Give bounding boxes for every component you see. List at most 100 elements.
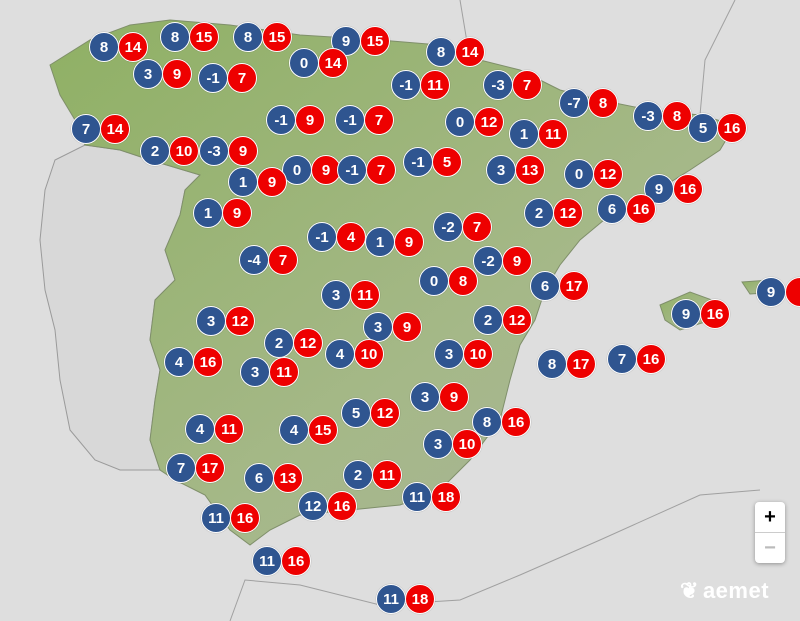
max-temp-marker[interactable]: 12 bbox=[553, 198, 583, 228]
max-temp-marker[interactable]: 16 bbox=[626, 194, 656, 224]
max-temp-marker[interactable]: 11 bbox=[214, 414, 244, 444]
max-temp-marker[interactable]: 16 bbox=[501, 407, 531, 437]
zoom-in-button[interactable]: + bbox=[755, 502, 785, 533]
max-temp-marker[interactable]: 16 bbox=[230, 503, 260, 533]
max-temp-marker[interactable]: 11 bbox=[420, 70, 450, 100]
min-temp-marker[interactable]: 7 bbox=[71, 114, 101, 144]
max-temp-marker[interactable]: 15 bbox=[262, 22, 292, 52]
min-temp-marker[interactable]: -1 bbox=[198, 63, 228, 93]
min-temp-marker[interactable]: 3 bbox=[196, 306, 226, 336]
min-temp-marker[interactable]: 3 bbox=[321, 280, 351, 310]
max-temp-marker[interactable]: 17 bbox=[559, 271, 589, 301]
min-temp-marker[interactable]: 3 bbox=[133, 59, 163, 89]
min-temp-marker[interactable]: -1 bbox=[403, 147, 433, 177]
min-temp-marker[interactable]: 11 bbox=[252, 546, 282, 576]
min-temp-marker[interactable]: -3 bbox=[483, 70, 513, 100]
min-temp-marker[interactable]: 1 bbox=[509, 119, 539, 149]
max-temp-marker[interactable]: 17 bbox=[195, 453, 225, 483]
min-temp-marker[interactable]: 2 bbox=[140, 136, 170, 166]
min-temp-marker[interactable]: 8 bbox=[160, 22, 190, 52]
max-temp-marker[interactable]: 14 bbox=[318, 48, 348, 78]
min-temp-marker[interactable]: 0 bbox=[282, 155, 312, 185]
min-temp-marker[interactable]: 0 bbox=[445, 107, 475, 137]
min-temp-marker[interactable]: -1 bbox=[307, 222, 337, 252]
min-temp-marker[interactable]: 9 bbox=[671, 299, 701, 329]
max-temp-marker[interactable]: 9 bbox=[222, 198, 252, 228]
min-temp-marker[interactable]: -3 bbox=[199, 136, 229, 166]
max-temp-marker[interactable]: 16 bbox=[700, 299, 730, 329]
max-temp-marker[interactable]: 7 bbox=[364, 105, 394, 135]
max-temp-marker[interactable]: 11 bbox=[269, 357, 299, 387]
min-temp-marker[interactable]: -7 bbox=[559, 88, 589, 118]
max-temp-marker[interactable]: 8 bbox=[448, 266, 478, 296]
max-temp-marker[interactable]: 10 bbox=[463, 339, 493, 369]
min-temp-marker[interactable]: 6 bbox=[597, 194, 627, 224]
max-temp-marker[interactable]: 9 bbox=[392, 312, 422, 342]
min-temp-marker[interactable]: 4 bbox=[164, 347, 194, 377]
min-temp-marker[interactable]: -1 bbox=[335, 105, 365, 135]
max-temp-marker[interactable]: 15 bbox=[189, 22, 219, 52]
max-temp-marker[interactable]: 11 bbox=[538, 119, 568, 149]
min-temp-marker[interactable]: 0 bbox=[289, 48, 319, 78]
min-temp-marker[interactable]: 3 bbox=[434, 339, 464, 369]
max-temp-marker[interactable]: 16 bbox=[327, 491, 357, 521]
max-temp-marker[interactable]: 10 bbox=[169, 136, 199, 166]
max-temp-marker[interactable]: 10 bbox=[452, 429, 482, 459]
max-temp-marker[interactable]: 4 bbox=[336, 222, 366, 252]
max-temp-marker[interactable]: 9 bbox=[162, 59, 192, 89]
min-temp-marker[interactable]: 5 bbox=[688, 113, 718, 143]
max-temp-marker[interactable]: 13 bbox=[515, 155, 545, 185]
max-temp-marker[interactable]: 11 bbox=[350, 280, 380, 310]
min-temp-marker[interactable]: 2 bbox=[473, 305, 503, 335]
max-temp-marker[interactable]: 16 bbox=[717, 113, 747, 143]
max-temp-marker[interactable]: 12 bbox=[293, 328, 323, 358]
min-temp-marker[interactable]: 2 bbox=[524, 198, 554, 228]
min-temp-marker[interactable]: 3 bbox=[486, 155, 516, 185]
max-temp-marker[interactable]: 7 bbox=[366, 155, 396, 185]
max-temp-marker[interactable]: 7 bbox=[227, 63, 257, 93]
max-temp-marker[interactable]: 9 bbox=[257, 167, 287, 197]
max-temp-marker[interactable]: 9 bbox=[439, 382, 469, 412]
max-temp-marker[interactable]: 13 bbox=[273, 463, 303, 493]
min-temp-marker[interactable]: 8 bbox=[233, 22, 263, 52]
max-temp-marker[interactable]: 15 bbox=[360, 26, 390, 56]
max-temp-marker[interactable]: 12 bbox=[370, 398, 400, 428]
max-temp-marker[interactable]: 15 bbox=[308, 415, 338, 445]
zoom-out-button[interactable]: − bbox=[764, 536, 776, 559]
max-temp-marker[interactable]: 18 bbox=[405, 584, 435, 614]
max-temp-marker[interactable]: 18 bbox=[431, 482, 461, 512]
min-temp-marker[interactable]: -3 bbox=[633, 101, 663, 131]
min-temp-marker[interactable]: 4 bbox=[279, 415, 309, 445]
max-temp-marker[interactable]: 9 bbox=[295, 105, 325, 135]
min-temp-marker[interactable]: 8 bbox=[537, 349, 567, 379]
max-temp-marker[interactable]: 7 bbox=[462, 212, 492, 242]
max-temp-marker[interactable]: 12 bbox=[225, 306, 255, 336]
max-temp-marker[interactable]: 14 bbox=[118, 32, 148, 62]
min-temp-marker[interactable]: 0 bbox=[419, 266, 449, 296]
min-temp-marker[interactable]: 9 bbox=[756, 277, 786, 307]
max-temp-marker[interactable]: 14 bbox=[455, 37, 485, 67]
max-temp-marker[interactable]: 10 bbox=[354, 339, 384, 369]
min-temp-marker[interactable]: 11 bbox=[201, 503, 231, 533]
min-temp-marker[interactable]: 1 bbox=[365, 227, 395, 257]
min-temp-marker[interactable]: 3 bbox=[410, 382, 440, 412]
min-temp-marker[interactable]: -1 bbox=[391, 70, 421, 100]
max-temp-marker[interactable]: 11 bbox=[372, 460, 402, 490]
min-temp-marker[interactable]: 4 bbox=[325, 339, 355, 369]
max-temp-marker[interactable]: 16 bbox=[636, 344, 666, 374]
min-temp-marker[interactable]: -2 bbox=[433, 212, 463, 242]
min-temp-marker[interactable]: -2 bbox=[473, 246, 503, 276]
min-temp-marker[interactable]: 6 bbox=[244, 463, 274, 493]
min-temp-marker[interactable]: 3 bbox=[363, 312, 393, 342]
max-temp-marker[interactable]: 7 bbox=[512, 70, 542, 100]
max-temp-marker[interactable]: 16 bbox=[281, 546, 311, 576]
max-temp-marker[interactable]: 14 bbox=[100, 114, 130, 144]
min-temp-marker[interactable]: 2 bbox=[264, 328, 294, 358]
min-temp-marker[interactable]: -1 bbox=[266, 105, 296, 135]
max-temp-marker[interactable]: 12 bbox=[502, 305, 532, 335]
max-temp-marker[interactable]: 16 bbox=[673, 174, 703, 204]
min-temp-marker[interactable]: 8 bbox=[426, 37, 456, 67]
max-temp-marker[interactable]: 9 bbox=[228, 136, 258, 166]
max-temp-marker[interactable]: 7 bbox=[268, 245, 298, 275]
min-temp-marker[interactable]: 3 bbox=[423, 429, 453, 459]
